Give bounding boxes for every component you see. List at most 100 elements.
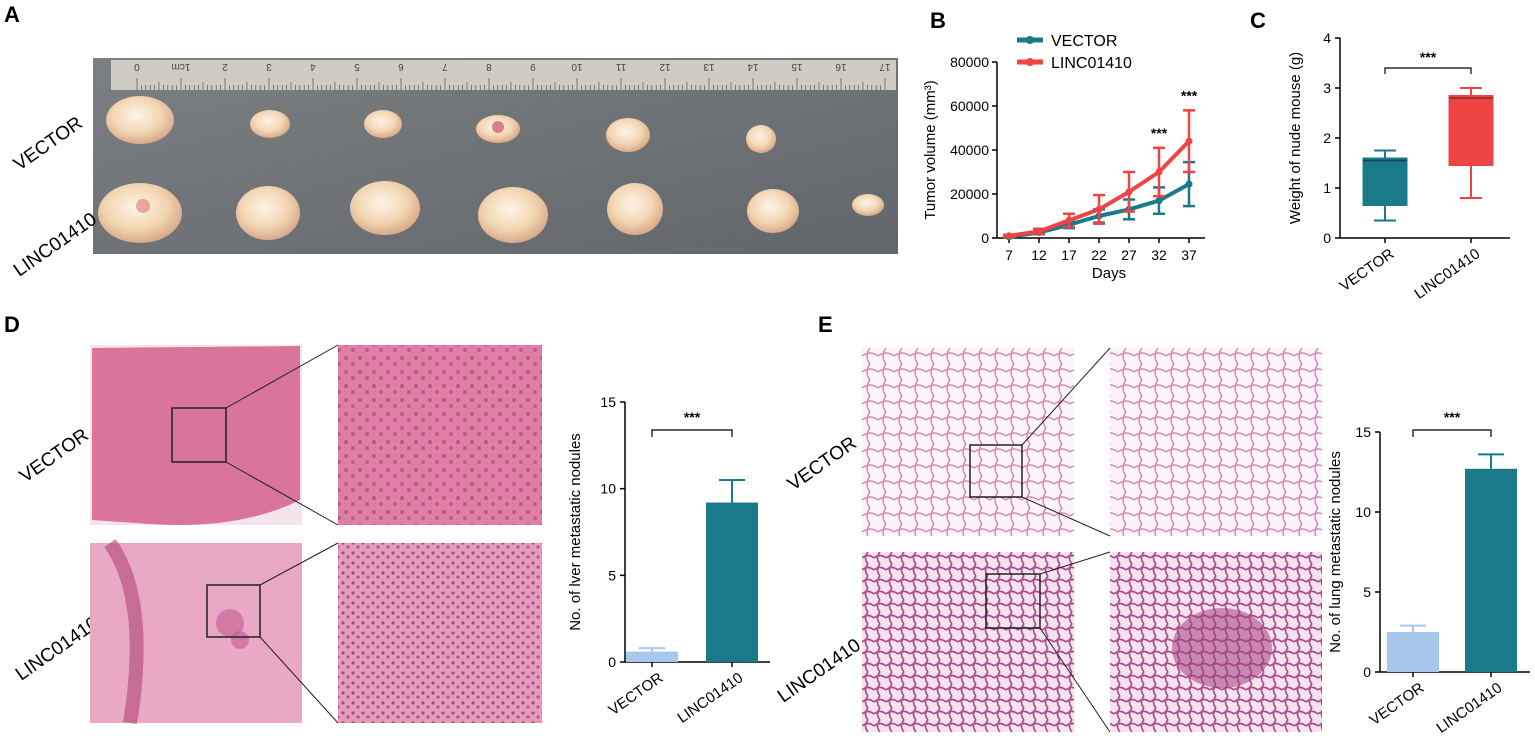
x-tick-label: VECTOR bbox=[606, 669, 667, 719]
zoom-line bbox=[1021, 348, 1111, 446]
row-label-a-vector: VECTOR bbox=[10, 112, 87, 176]
tumor bbox=[478, 187, 548, 243]
lung-vector-lowmag bbox=[862, 348, 1074, 536]
tumor-photo: 0 1cm 2 3 4 5 6 7 8 9 10 11 12 13 14 15 16 17 bbox=[93, 58, 898, 254]
panel-letter-c: C bbox=[1250, 8, 1266, 33]
legend-label: LINC01410 bbox=[1051, 55, 1132, 72]
y-tick-label: 3 bbox=[1323, 80, 1331, 96]
y-tick-label: 15 bbox=[1355, 424, 1371, 440]
y-tick-label: 0 bbox=[1323, 230, 1331, 246]
y-tick-label: 80000 bbox=[950, 54, 989, 70]
ruler-number: 1cm bbox=[172, 61, 191, 72]
y-tick-label: 10 bbox=[1355, 504, 1371, 520]
tumor bbox=[852, 194, 884, 216]
y-tick-label: 10 bbox=[600, 481, 616, 497]
tumors-vector bbox=[106, 96, 776, 153]
x-tick-label: LINC01410 bbox=[1433, 679, 1505, 736]
y-tick-label: 2 bbox=[1323, 130, 1331, 146]
zoom-line bbox=[1039, 627, 1111, 732]
tumor bbox=[106, 96, 174, 144]
liver-linc-highmag bbox=[338, 543, 542, 723]
data-point bbox=[1155, 197, 1163, 205]
ruler-number: 5 bbox=[354, 61, 360, 72]
lung-histology bbox=[862, 348, 1322, 732]
chart-lung-nodules: 0 5 10 15 No. of lung metastatic nodules VECT… bbox=[1327, 410, 1530, 737]
zoom-line bbox=[225, 344, 339, 409]
zoom-box bbox=[171, 407, 227, 463]
x-tick-label: 17 bbox=[1061, 247, 1077, 263]
liver-vector-lowmag bbox=[92, 346, 300, 525]
significance-bracket bbox=[1384, 67, 1472, 74]
panel-letter-a: A bbox=[4, 2, 20, 27]
row-label-e-vector: VECTOR bbox=[784, 432, 861, 496]
data-point bbox=[1125, 188, 1133, 196]
legend-label: VECTOR bbox=[1051, 33, 1117, 50]
row-label-a-linc01410: LINC01410 bbox=[10, 208, 101, 282]
x-tick-label: 32 bbox=[1151, 247, 1167, 263]
y-tick-label: 0 bbox=[608, 654, 616, 670]
lung-linc-lowmag bbox=[862, 552, 1074, 732]
y-tick-label: 40000 bbox=[950, 142, 989, 158]
ruler-number: 16 bbox=[835, 61, 847, 72]
ruler-number: 14 bbox=[747, 61, 759, 72]
ruler-number: 12 bbox=[659, 61, 671, 72]
panel-letter-b: B bbox=[930, 8, 946, 33]
zoom-line bbox=[1021, 496, 1111, 537]
ruler-ticks bbox=[136, 78, 886, 90]
significance-bracket bbox=[651, 429, 733, 437]
zoom-box bbox=[985, 573, 1041, 629]
zoom-line bbox=[259, 636, 339, 724]
y-tick-label: 4 bbox=[1323, 30, 1331, 46]
zoom-box bbox=[206, 584, 261, 638]
ruler-number: 7 bbox=[442, 61, 448, 72]
y-axis-label: Tumor volume (mm³) bbox=[922, 80, 939, 219]
ruler-number: 6 bbox=[398, 61, 404, 72]
tumors-linc01410 bbox=[98, 181, 884, 243]
ruler bbox=[111, 60, 896, 90]
significance-mark: *** bbox=[1151, 125, 1168, 141]
chart-tumor-volume: 0 20000 40000 60000 80000 7 12 17 22 27 32 37 Days Tu… bbox=[922, 33, 1205, 282]
ruler-number: 8 bbox=[486, 61, 492, 72]
ruler-number: 10 bbox=[571, 61, 583, 72]
ruler-number: 13 bbox=[703, 61, 715, 72]
bar-LINC01410 bbox=[706, 502, 758, 662]
y-tick-label: 5 bbox=[1363, 584, 1371, 600]
zoom-line bbox=[259, 542, 339, 586]
ruler-number: 9 bbox=[530, 61, 536, 72]
liver-vector-highmag bbox=[338, 345, 542, 525]
bar-VECTOR bbox=[626, 651, 678, 662]
bar-VECTOR bbox=[1387, 632, 1439, 672]
ruler-numbers: 0 1cm 2 3 4 5 6 7 8 9 10 11 12 13 14 15 16 17 bbox=[134, 61, 891, 72]
ruler-number: 3 bbox=[266, 61, 272, 72]
ruler-number: 11 bbox=[615, 61, 626, 72]
y-tick-label: 1 bbox=[1323, 180, 1331, 196]
lung-vector-highmag bbox=[1110, 348, 1322, 536]
y-tick-label: 5 bbox=[608, 567, 616, 583]
data-point bbox=[1095, 205, 1103, 213]
tumor-blood bbox=[136, 199, 150, 213]
significance-mark: *** bbox=[1420, 49, 1437, 65]
x-tick-label: LINC01410 bbox=[674, 669, 746, 726]
bar-LINC01410 bbox=[1465, 468, 1517, 672]
tumor bbox=[98, 183, 182, 243]
significance-mark: *** bbox=[684, 409, 701, 425]
ruler-number: 0 bbox=[134, 61, 140, 72]
x-tick-label: VECTOR bbox=[1367, 679, 1428, 729]
tumor bbox=[250, 110, 290, 138]
chart-mouse-weight: 0 1 2 3 4 Weight of nude mouse (g) VECTOR LINC0… bbox=[1287, 30, 1510, 303]
tumor bbox=[364, 110, 402, 138]
legend-marker bbox=[1026, 36, 1034, 44]
chart-liver-nodules: 0 5 10 15 No. of lver metastatic nodules VECT… bbox=[567, 394, 770, 727]
tumor bbox=[746, 125, 776, 153]
tumor bbox=[350, 181, 420, 235]
ruler-number: 17 bbox=[879, 61, 891, 72]
x-tick-label: 37 bbox=[1181, 247, 1197, 263]
tumor-blood bbox=[492, 121, 504, 133]
zoom-line bbox=[1039, 551, 1111, 575]
zoom-line bbox=[225, 461, 339, 526]
data-point bbox=[1005, 232, 1013, 240]
x-tick-label: LINC01410 bbox=[1411, 245, 1483, 302]
zoom-box bbox=[969, 444, 1023, 498]
panel-letter-e: E bbox=[818, 312, 833, 337]
x-tick-label: 22 bbox=[1091, 247, 1107, 263]
